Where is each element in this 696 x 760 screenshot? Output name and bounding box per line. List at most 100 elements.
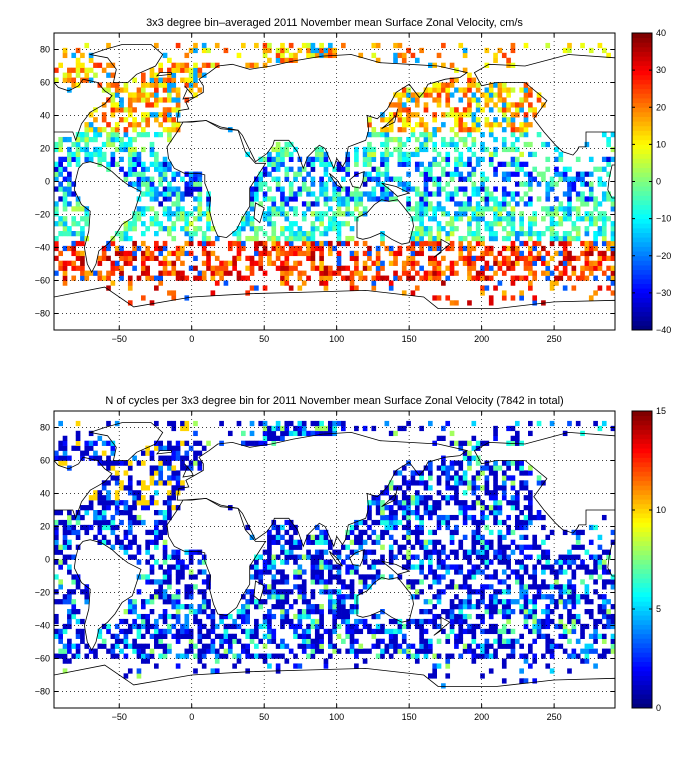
colorbar-swatch [632, 176, 652, 182]
data-cell [593, 206, 598, 212]
data-cell [262, 549, 268, 555]
data-cell [249, 285, 255, 291]
data-cell [75, 514, 81, 521]
data-cell [471, 435, 477, 441]
data-cell [167, 584, 172, 590]
data-cell [158, 275, 164, 281]
data-cell [380, 240, 385, 247]
data-cell [406, 480, 411, 486]
data-cell [593, 564, 598, 570]
data-cell [245, 613, 250, 620]
data-cell [480, 146, 485, 153]
data-cell [488, 495, 494, 501]
data-cell [145, 97, 150, 103]
data-cell [528, 544, 533, 550]
data-cell [106, 62, 111, 68]
data-cell [314, 151, 320, 158]
data-cell [432, 255, 437, 261]
data-cell [154, 559, 159, 565]
data-cell [249, 186, 255, 192]
data-cell [354, 270, 359, 276]
data-cell [571, 554, 577, 560]
data-cell [606, 156, 611, 162]
data-cell [501, 196, 507, 202]
data-cell [184, 67, 190, 73]
data-cell [93, 490, 98, 496]
data-cell [506, 161, 511, 167]
data-cell [175, 653, 181, 659]
data-cell [371, 285, 377, 291]
data-cell [514, 231, 520, 237]
data-cell [332, 564, 337, 570]
data-cell [580, 191, 585, 197]
data-cell [136, 186, 142, 192]
data-cell [71, 524, 77, 531]
data-cell [154, 166, 159, 172]
data-cell [419, 643, 424, 649]
data-cell [562, 171, 568, 177]
data-cell [354, 255, 359, 261]
data-cell [545, 618, 551, 625]
data-cell [584, 564, 590, 570]
data-cell [175, 196, 181, 202]
data-cell [197, 240, 203, 247]
data-cell [567, 186, 572, 192]
data-cell [471, 589, 477, 595]
data-cell [127, 514, 133, 521]
data-cell [545, 275, 551, 281]
data-cell [284, 211, 290, 217]
data-cell [454, 564, 459, 570]
data-cell [140, 92, 146, 98]
data-cell [436, 295, 442, 301]
data-cell [467, 648, 472, 654]
data-cell [419, 211, 424, 217]
data-cell [67, 564, 72, 570]
data-cell [271, 435, 277, 441]
data-cell [558, 171, 564, 177]
data-cell [241, 42, 246, 49]
data-cell [75, 420, 81, 427]
data-cell [445, 87, 451, 93]
data-cell [93, 519, 98, 526]
data-cell [380, 653, 385, 659]
data-cell [93, 151, 98, 158]
data-cell [336, 235, 342, 242]
data-cell [488, 594, 494, 600]
data-cell [349, 250, 355, 257]
data-cell [323, 529, 329, 536]
data-cell [119, 117, 124, 123]
data-cell [127, 623, 133, 630]
data-cell [528, 181, 533, 187]
data-cell [271, 564, 277, 570]
data-cell [436, 549, 442, 555]
data-cell [428, 235, 433, 242]
data-cell [245, 290, 250, 296]
data-cell [475, 127, 481, 133]
data-cell [497, 579, 503, 585]
data-cell [501, 613, 507, 620]
data-cell [114, 460, 120, 466]
data-cell [58, 628, 63, 635]
data-cell [210, 668, 216, 674]
data-cell [445, 181, 451, 187]
data-cell [571, 226, 577, 232]
data-cell [88, 524, 94, 531]
data-cell [327, 633, 333, 639]
data-cell [428, 584, 433, 590]
data-cell [493, 475, 498, 481]
data-cell [562, 559, 568, 565]
data-cell [432, 440, 437, 446]
data-cell [154, 87, 159, 93]
data-cell [132, 122, 137, 128]
colorbar-swatch [632, 65, 652, 71]
data-cell [367, 514, 372, 521]
data-cell [575, 216, 581, 222]
data-cell [323, 579, 329, 585]
data-cell [528, 663, 533, 669]
data-cell [519, 226, 524, 232]
colorbar-swatch [632, 274, 652, 280]
data-cell [406, 92, 411, 98]
data-cell [310, 240, 316, 247]
data-cell [167, 599, 172, 605]
data-cell [419, 500, 424, 506]
